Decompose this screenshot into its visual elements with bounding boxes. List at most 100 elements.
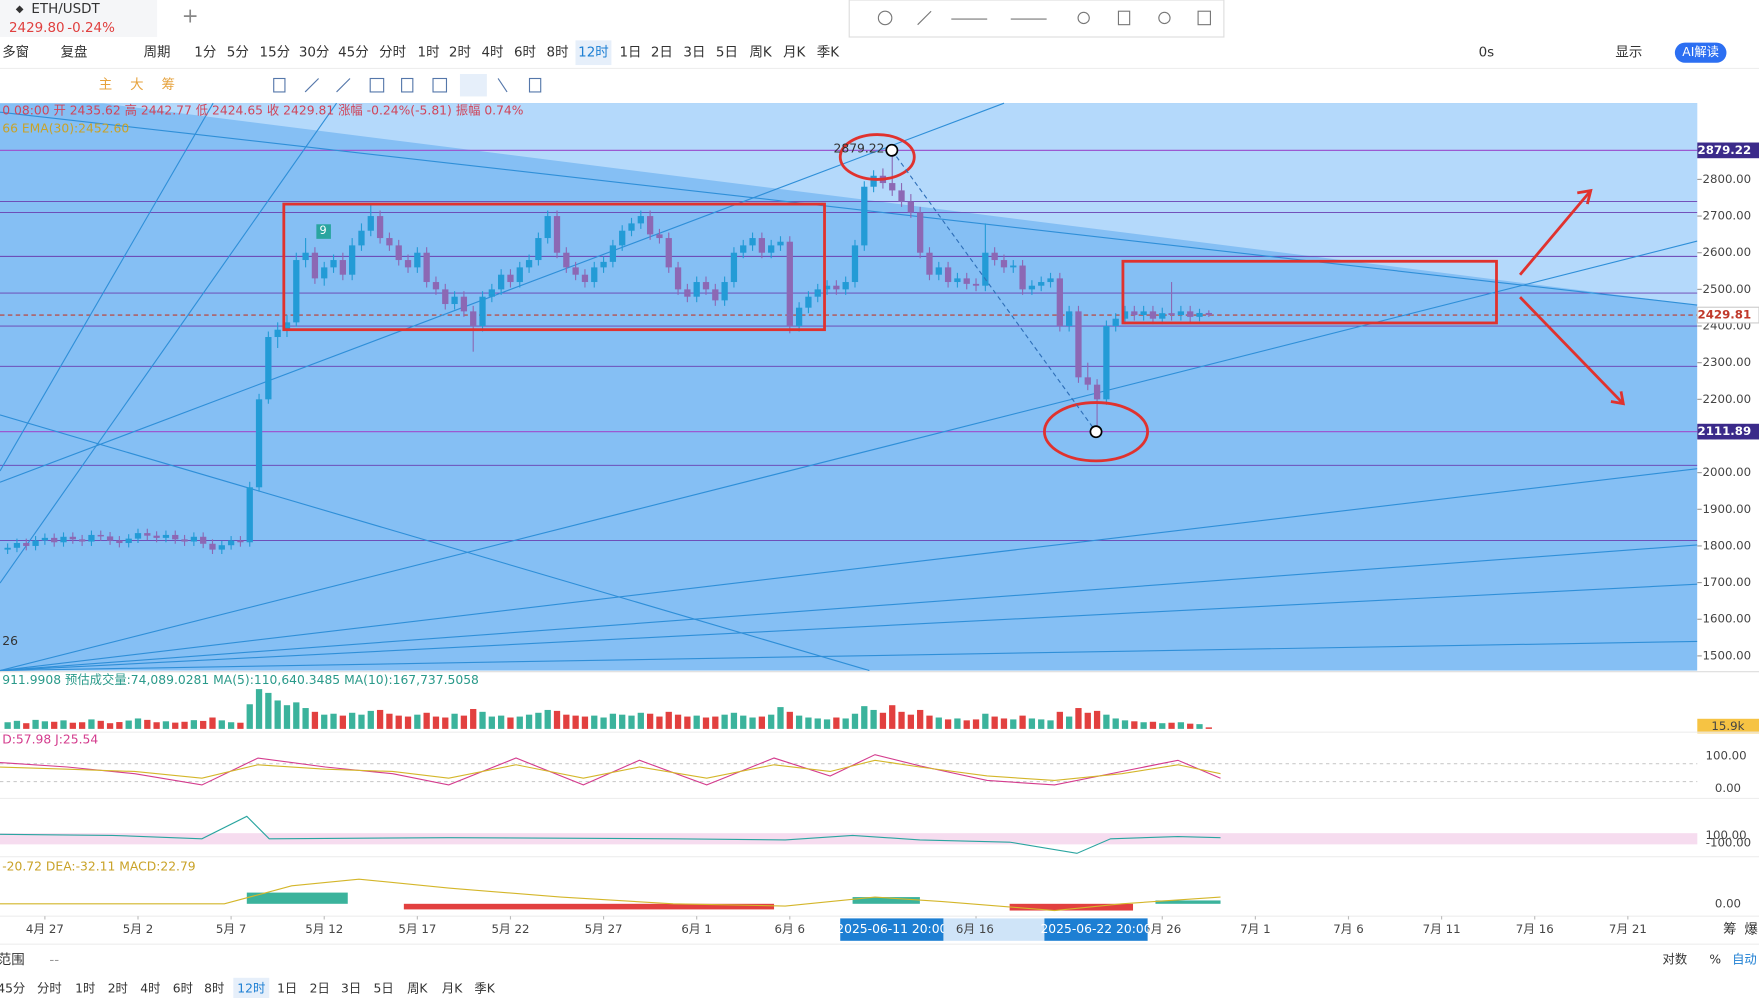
- interval[interactable]: 5日: [716, 46, 738, 61]
- interval[interactable]: 2时: [449, 45, 471, 61]
- ai-label[interactable]: AI解读: [1682, 45, 1719, 59]
- period[interactable]: 周期: [144, 45, 171, 61]
- candle-body: [358, 230, 365, 246]
- candle-body: [386, 238, 393, 246]
- candle-body: [544, 216, 551, 239]
- interval[interactable]: 4时: [140, 982, 160, 996]
- candle-body: [330, 260, 337, 268]
- auto-toggle[interactable]: 自动: [1732, 952, 1757, 966]
- volume-bar: [889, 705, 896, 729]
- candle-body: [479, 296, 486, 327]
- interval[interactable]: 3日: [683, 46, 705, 61]
- interval[interactable]: 8时: [547, 45, 569, 61]
- volume-bar: [423, 712, 430, 729]
- interval[interactable]: 8时: [204, 982, 224, 996]
- interval[interactable]: 分时: [37, 982, 62, 996]
- price-tag: [1696, 306, 1759, 324]
- tab-symbol[interactable]: ETH/USDT: [31, 2, 100, 17]
- volume-bar: [134, 718, 142, 729]
- candle-body: [693, 282, 700, 297]
- interval[interactable]: 45分: [0, 982, 25, 996]
- interval[interactable]: 12时: [237, 982, 265, 996]
- interval[interactable]: 2时: [108, 982, 128, 996]
- pct-toggle[interactable]: %: [1709, 952, 1721, 966]
- interval[interactable]: 月K: [783, 46, 806, 61]
- interval[interactable]: 周K: [407, 982, 428, 996]
- candle-body: [1038, 282, 1045, 286]
- candle-body: [861, 186, 868, 246]
- axis-tag[interactable]: 爆: [1744, 922, 1758, 938]
- volume-bar: [1112, 718, 1119, 729]
- anchor-point[interactable]: [885, 143, 899, 157]
- interval[interactable]: 2日: [651, 46, 673, 61]
- ai-button[interactable]: [1674, 42, 1727, 63]
- candle-body: [339, 260, 346, 275]
- candle-body: [470, 311, 477, 327]
- volume-bar: [991, 716, 998, 729]
- interval[interactable]: 周K: [749, 46, 772, 61]
- multi-window[interactable]: 多窗: [2, 44, 29, 61]
- interval[interactable]: 1日: [277, 982, 297, 996]
- trend-lines: [0, 102, 1698, 672]
- kdj-line: [0, 759, 1221, 782]
- crosshair-box: [840, 918, 944, 941]
- candle-body: [13, 543, 21, 548]
- tab-icon: ◆: [16, 4, 24, 15]
- interval[interactable]: 分时: [379, 45, 406, 61]
- candle-body: [535, 238, 542, 261]
- volume-bar: [1038, 719, 1045, 729]
- interval[interactable]: 2日: [310, 982, 330, 996]
- x-tick-label: 5月 2: [123, 922, 153, 936]
- x-tick-label: 5月 17: [398, 922, 436, 936]
- tool-big[interactable]: 大: [130, 77, 143, 93]
- interval[interactable]: 4时: [481, 45, 503, 61]
- display[interactable]: 显示: [1615, 46, 1642, 61]
- candle-body: [460, 296, 468, 312]
- volume-bar: [265, 692, 272, 729]
- interval[interactable]: 季K: [817, 45, 840, 61]
- macd-tick: 0.00: [1715, 896, 1741, 910]
- interval[interactable]: 3日: [341, 982, 361, 996]
- axis-tag[interactable]: 筹: [1723, 921, 1736, 938]
- candle-body: [116, 540, 123, 544]
- volume-bar: [749, 717, 756, 729]
- volume-bar: [283, 705, 291, 729]
- interval[interactable]: 1时: [418, 45, 440, 61]
- tool-main[interactable]: 主: [99, 77, 112, 93]
- interval[interactable]: 15分: [260, 45, 291, 61]
- volume-bar: [153, 722, 160, 729]
- volume-bar: [553, 710, 561, 729]
- interval[interactable]: 45分: [338, 45, 369, 61]
- volume-bar: [386, 713, 393, 729]
- range[interactable]: 范围: [0, 952, 25, 968]
- volume-bar: [1084, 712, 1091, 729]
- tab[interactable]: [0, 0, 158, 38]
- add-tab[interactable]: +: [182, 3, 199, 27]
- interval[interactable]: 1日: [619, 46, 641, 61]
- candle-body: [740, 245, 747, 253]
- volume-bar: [907, 714, 914, 729]
- candle-body: [963, 278, 970, 284]
- volume-bar: [972, 719, 980, 729]
- interval[interactable]: 1时: [75, 982, 95, 996]
- candle-body: [656, 234, 663, 239]
- interval[interactable]: 12时: [578, 45, 609, 61]
- interval[interactable]: 30分: [299, 45, 330, 61]
- candle-body: [1028, 285, 1036, 290]
- replay[interactable]: 复盘: [61, 44, 88, 61]
- tool-chip[interactable]: 筹: [162, 76, 175, 93]
- interval[interactable]: 6时: [514, 45, 536, 61]
- log-toggle[interactable]: 对数: [1663, 951, 1688, 966]
- candle-body: [144, 533, 151, 536]
- candle-body: [712, 289, 719, 301]
- candle-body: [1140, 311, 1147, 316]
- tool-icons: [273, 74, 542, 97]
- interval[interactable]: 5分: [227, 45, 249, 61]
- kdj-line: [0, 754, 1221, 786]
- interval[interactable]: 6时: [173, 982, 193, 996]
- interval[interactable]: 季K: [474, 982, 495, 996]
- interval[interactable]: 月K: [442, 982, 463, 996]
- interval[interactable]: 1分: [194, 45, 216, 61]
- interval[interactable]: 5日: [374, 982, 394, 996]
- anchor-point[interactable]: [1089, 425, 1103, 439]
